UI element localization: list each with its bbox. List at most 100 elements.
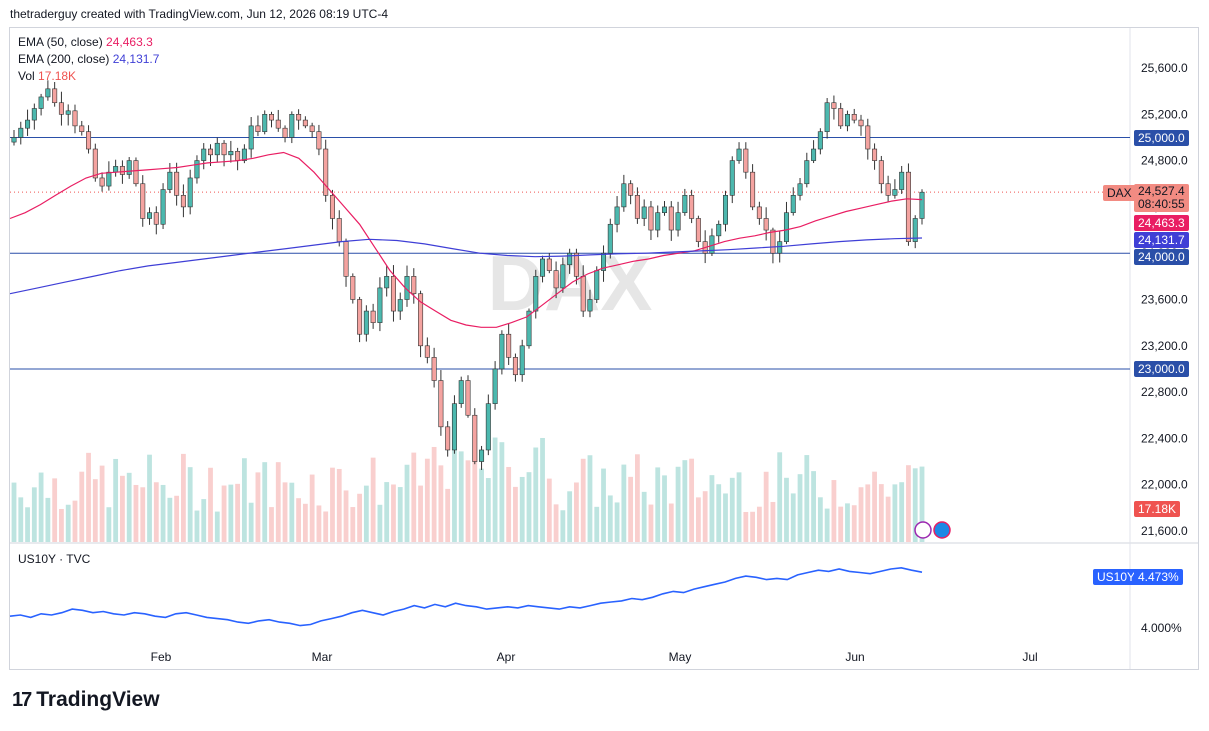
candle-body (316, 131, 322, 150)
volume-bar (641, 491, 647, 542)
us10y-tick-label: 4.000% (1141, 621, 1182, 635)
x-tick-label: Feb (151, 650, 172, 664)
y-tick-label: 25,200.0 (1141, 107, 1188, 121)
volume-bar (431, 446, 437, 542)
ema200-tag: 24,131.7 (1134, 232, 1189, 248)
candle-body (357, 299, 363, 335)
candle-body (241, 148, 247, 161)
volume-bar (52, 478, 58, 542)
us10y-value-tag: 4.473% (1134, 569, 1183, 585)
volume-bar (72, 500, 78, 542)
volume-bar (892, 484, 898, 542)
volume-bar (99, 465, 105, 542)
x-tick-label: Apr (497, 650, 516, 664)
candle-body (174, 171, 180, 196)
volume-bar (811, 471, 816, 542)
volume-bar (404, 464, 410, 542)
volume-bar (607, 495, 613, 542)
candle-body (750, 171, 756, 208)
volume-bar (777, 452, 783, 542)
volume-bar (912, 468, 918, 542)
volume-bar (391, 484, 396, 542)
volume-bar (350, 507, 356, 542)
volume-bar (574, 482, 579, 542)
legend-ema50[interactable]: EMA (50, close) 24,463.3 (18, 35, 153, 49)
volume-bar (594, 506, 600, 542)
candle-body (235, 151, 241, 161)
volume-bar (614, 502, 620, 542)
candle-body (912, 218, 918, 242)
candle-body (716, 223, 722, 237)
tradingview-brand: TradingView (36, 688, 160, 711)
volume-bar (587, 455, 593, 542)
volume-bar (458, 451, 464, 542)
candle-body (485, 403, 491, 451)
legend-ema200[interactable]: EMA (200, close) 24,131.7 (18, 52, 160, 66)
volume-bar (174, 495, 180, 542)
candle-body (262, 114, 268, 132)
volume-bar (492, 437, 498, 542)
candle-body (153, 212, 159, 225)
volume-bar (709, 475, 715, 542)
candle-body (323, 148, 329, 196)
candle-body (607, 223, 613, 254)
level-23000-tag: 23,000.0 (1134, 361, 1189, 377)
y-tick-label: 23,200.0 (1141, 339, 1188, 353)
ema200-line (9, 237, 923, 295)
candle-body (736, 148, 742, 161)
candle-body (160, 189, 166, 225)
volume-bar (330, 467, 335, 542)
candle-body (811, 148, 817, 161)
bar-countdown: 08:40:55 (1138, 197, 1185, 211)
volume-bar (269, 507, 274, 542)
candle-body (11, 137, 17, 143)
candle-body (804, 160, 810, 185)
tradingview-logo[interactable]: 17 TradingView (12, 688, 160, 712)
candle-body (851, 114, 857, 121)
volume-bar (18, 497, 24, 542)
volume-bar (689, 458, 695, 542)
volume-bar (445, 488, 451, 542)
candle-body (865, 125, 871, 150)
candle-body (872, 148, 878, 161)
candle-body (790, 195, 796, 213)
legend-vol-value: 17.18K (38, 69, 77, 83)
candle-body (363, 310, 369, 335)
candle-body (92, 148, 98, 179)
volume-bar (756, 506, 762, 542)
level-24000-tag: 24,000.0 (1134, 249, 1189, 265)
candle-body (783, 212, 789, 242)
candle-body (194, 160, 200, 179)
volume-bar (133, 484, 139, 542)
y-tick-label: 24,800.0 (1141, 154, 1188, 168)
volume-bar (384, 482, 390, 542)
volume-bar (25, 507, 30, 542)
volume-bar (729, 477, 735, 542)
volume-bar (668, 503, 674, 542)
candle-body (479, 449, 485, 462)
volume-bar (59, 508, 64, 542)
candle-body (526, 310, 532, 347)
volume-bar (228, 484, 234, 542)
volume-bar (45, 497, 51, 542)
chart-frame[interactable] (9, 27, 1199, 670)
candle-body (641, 206, 647, 219)
candle-body (180, 195, 186, 208)
y-tick-label: 21,600.0 (1141, 524, 1188, 538)
candle-body (255, 125, 261, 132)
volume-bar (899, 482, 905, 542)
volume-bar (160, 484, 166, 542)
candle-body (329, 195, 335, 219)
legend-vol[interactable]: Vol 17.18K (18, 69, 77, 83)
candle-body (729, 160, 735, 196)
volume-bar (858, 487, 864, 542)
volume-bar (743, 511, 749, 542)
volume-bar (560, 510, 566, 542)
volume-bar (485, 478, 491, 542)
volume-bar (519, 476, 525, 542)
candle-body (106, 171, 112, 187)
candle-body (628, 183, 634, 196)
candle-body (58, 102, 64, 115)
volume-bar (221, 485, 227, 542)
